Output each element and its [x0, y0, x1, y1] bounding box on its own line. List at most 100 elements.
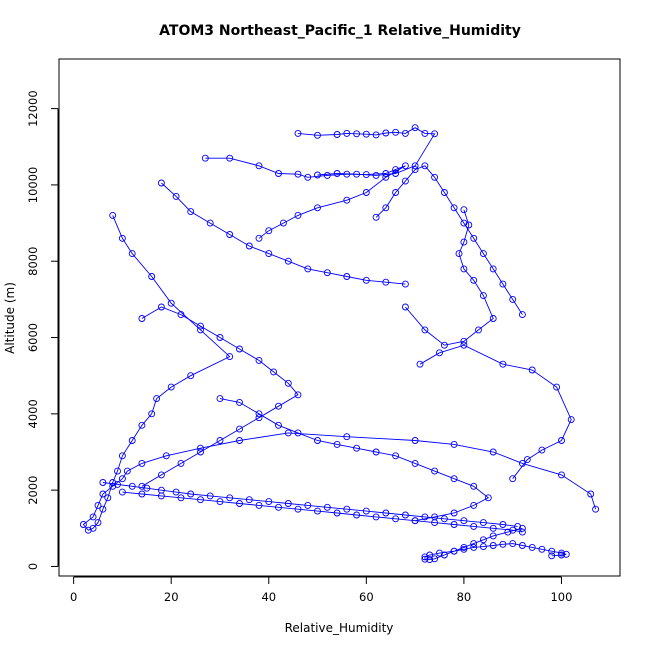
- data-point: [255, 162, 263, 170]
- data-point: [353, 511, 361, 519]
- data-point: [392, 128, 400, 136]
- data-point: [153, 395, 161, 403]
- data-point: [343, 273, 351, 280]
- data-point: [401, 162, 409, 170]
- data-point: [284, 429, 292, 437]
- data-point: [236, 345, 243, 353]
- data-point: [558, 437, 565, 444]
- data-point: [372, 213, 380, 221]
- data-point: [460, 219, 468, 227]
- data-point: [392, 515, 400, 523]
- data-point: [372, 448, 380, 456]
- data-point: [294, 129, 302, 137]
- data-point: [226, 154, 234, 162]
- data-point: [255, 356, 263, 364]
- data-point: [470, 482, 478, 490]
- data-point: [489, 524, 497, 532]
- series-3: [294, 124, 439, 179]
- data-point: [79, 521, 87, 528]
- series-4: [201, 154, 409, 242]
- series-8: [157, 179, 409, 288]
- data-point: [489, 448, 497, 456]
- data-point: [460, 341, 468, 349]
- data-point: [509, 295, 517, 303]
- data-point: [479, 543, 487, 551]
- data-point: [528, 366, 536, 374]
- data-point: [523, 456, 531, 464]
- data-point: [304, 173, 312, 181]
- data-point: [118, 452, 126, 460]
- data-point: [236, 500, 243, 507]
- data-point: [499, 521, 507, 528]
- data-point: [118, 475, 126, 483]
- data-point: [470, 543, 478, 551]
- series-line: [141, 306, 299, 487]
- data-point: [236, 437, 243, 444]
- data-point: [162, 452, 170, 460]
- series-1: [79, 211, 600, 534]
- data-point: [558, 549, 565, 557]
- series-layer: [79, 124, 600, 564]
- data-point: [265, 227, 273, 235]
- data-point: [455, 250, 463, 258]
- data-point: [177, 494, 185, 502]
- data-point: [167, 383, 175, 391]
- data-point: [382, 170, 390, 177]
- data-point: [362, 171, 370, 179]
- data-point: [270, 368, 278, 376]
- x-tick-label: 60: [359, 590, 374, 604]
- data-point: [284, 379, 292, 387]
- data-point: [484, 494, 492, 502]
- data-point: [201, 154, 209, 162]
- data-point: [343, 196, 351, 204]
- data-point: [314, 171, 321, 179]
- data-point: [489, 532, 497, 540]
- y-axis: 0 2000 4000 6000 8000 10000 12000: [26, 90, 59, 570]
- data-point: [99, 505, 107, 513]
- data-point: [401, 303, 409, 311]
- data-point: [197, 322, 204, 330]
- data-point: [450, 547, 458, 555]
- data-point: [372, 171, 380, 179]
- data-point: [128, 437, 136, 444]
- data-point: [157, 486, 165, 494]
- x-tick-label: 0: [70, 590, 77, 604]
- data-point: [382, 509, 390, 517]
- data-point: [372, 131, 380, 139]
- data-point: [470, 234, 478, 242]
- data-point: [353, 444, 361, 452]
- data-point: [314, 131, 321, 139]
- x-axis-label: Relative_Humidity: [285, 621, 394, 635]
- data-point: [275, 402, 282, 410]
- data-point: [440, 341, 448, 349]
- data-point: [138, 421, 146, 429]
- y-tick-label: 12000: [26, 90, 40, 127]
- data-point: [518, 542, 526, 549]
- data-point: [157, 179, 165, 187]
- data-point: [343, 505, 351, 513]
- data-point: [118, 234, 126, 242]
- data-point: [479, 250, 487, 258]
- data-point: [509, 540, 517, 548]
- data-point: [333, 131, 341, 138]
- data-point: [284, 500, 292, 507]
- data-point: [411, 517, 419, 525]
- data-point: [265, 250, 273, 258]
- data-point: [372, 513, 380, 521]
- data-point: [294, 429, 302, 437]
- data-point: [177, 311, 185, 319]
- data-point: [275, 170, 282, 177]
- data-point: [509, 475, 517, 483]
- data-point: [401, 129, 409, 137]
- data-point: [236, 398, 243, 406]
- data-point: [294, 170, 302, 178]
- series-line: [297, 127, 436, 176]
- x-tick-label: 100: [550, 590, 572, 604]
- data-point: [450, 440, 458, 448]
- data-point: [245, 242, 253, 250]
- data-point: [436, 549, 443, 557]
- data-point: [465, 221, 473, 229]
- y-tick-label: 2000: [26, 476, 40, 505]
- data-point: [197, 496, 204, 504]
- y-tick-label: 0: [26, 563, 40, 570]
